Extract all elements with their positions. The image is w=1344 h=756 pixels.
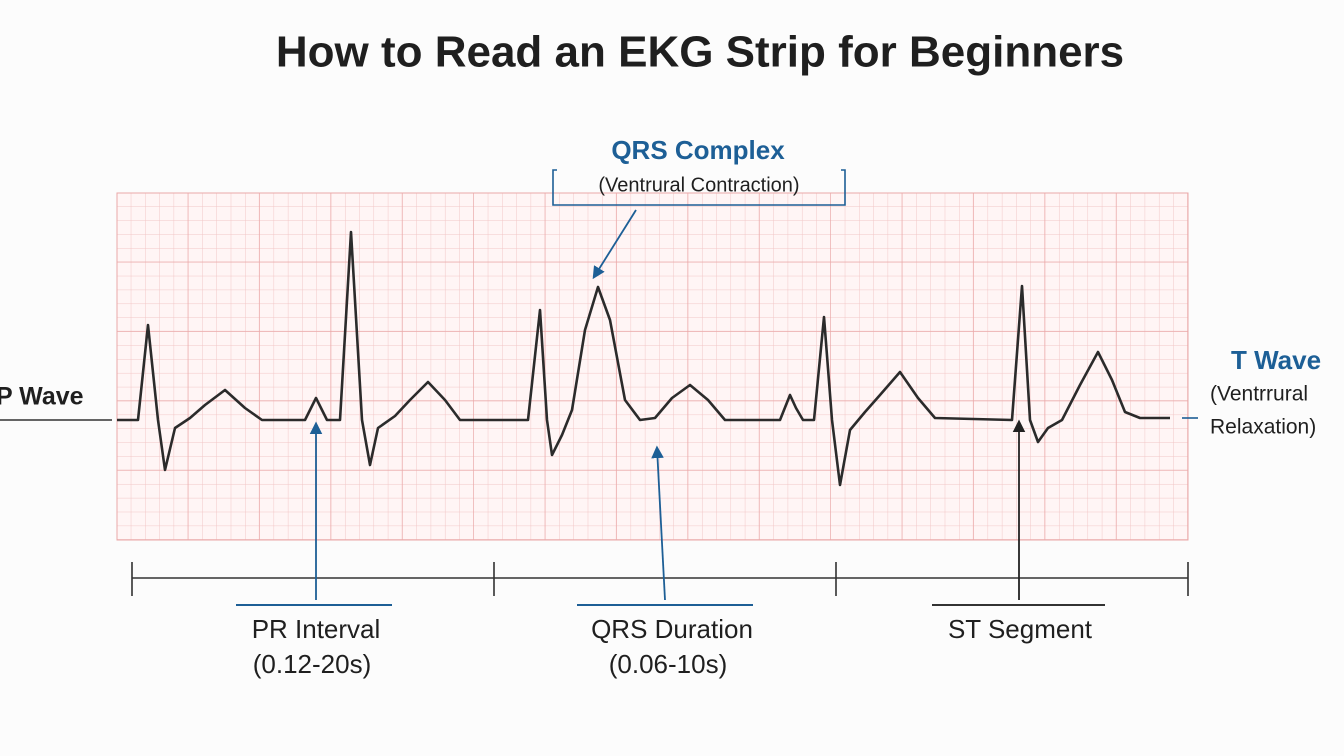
t-wave-note: (Ventrrural bbox=[1210, 383, 1308, 406]
interval-label: QRS Duration bbox=[591, 614, 753, 644]
timeline-ticks bbox=[131, 562, 1189, 596]
interval-range: (0.12-20s) bbox=[253, 649, 372, 679]
qrs-bracket bbox=[552, 169, 846, 206]
ekg-trace bbox=[117, 230, 1170, 487]
interval-range: (0.06-10s) bbox=[609, 649, 728, 679]
qrs-complex-note: (Ventrural Contraction) bbox=[598, 174, 799, 196]
p-wave-label: P Wave bbox=[0, 383, 84, 411]
interval-label: ST Segment bbox=[948, 614, 1093, 644]
title: How to Read an EKG Strip for Beginners bbox=[276, 28, 1124, 77]
qrs-arrow bbox=[592, 209, 637, 280]
qrs-complex-label: QRS Complex bbox=[611, 135, 785, 165]
grid-major bbox=[116, 192, 1189, 541]
t-wave-label: T Wave bbox=[1231, 345, 1321, 375]
qrs-duration-arrow bbox=[651, 445, 666, 601]
interval-label: PR Interval bbox=[252, 614, 381, 644]
t-wave-note: Relaxation) bbox=[1210, 416, 1316, 439]
